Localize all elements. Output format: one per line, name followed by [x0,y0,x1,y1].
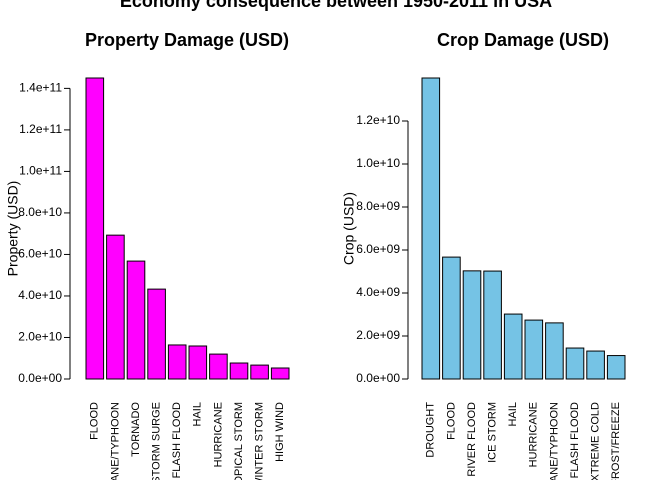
x-tick-label: ICE STORM [487,402,499,463]
x-tick-label: HAIL [507,402,519,426]
bar [586,350,605,380]
bar [167,344,187,380]
x-tick-label: HURRICANE [212,402,224,467]
y-axis-label: Crop (USD) [341,192,357,265]
x-tick-label: FLASH FLOOD [569,402,581,478]
chart-title: Crop Damage (USD) [437,30,609,50]
x-tick-label: FROST/FREEZE [610,402,622,480]
y-tick-label: 0.0e+00 [18,371,62,385]
x-tick-label: STORM SURGE [151,402,163,480]
y-tick-label: 2.0e+10 [18,330,62,344]
x-tick-label: TORNADO [130,402,142,457]
page-title: Economy consequence between 1950-2011 in… [120,0,552,11]
bar [270,367,290,380]
bar [106,234,125,380]
bar [126,260,146,380]
x-tick-label: FLASH FLOOD [171,402,183,478]
y-tick-label: 1.0e+11 [19,164,62,178]
bar [85,77,105,380]
bar [606,355,626,380]
y-tick-label: 1.2e+10 [356,113,400,127]
bar [524,319,544,380]
bar [462,270,482,380]
bar [503,313,523,380]
y-tick-label: 1.0e+10 [356,156,400,170]
x-tick-label: WINTER STORM [254,402,266,480]
x-tick-label: HIGH WIND [274,402,286,462]
bar [250,364,269,380]
x-tick-label: HURRICANE/TYPHOON [109,402,121,480]
y-tick-label: 2.0e+09 [356,328,400,342]
y-tick-label: 8.0e+10 [18,205,62,219]
x-tick-label: TROPICAL STORM [233,402,245,480]
y-tick-label: 1.4e+11 [19,81,62,95]
bar [209,353,228,380]
y-tick-label: 6.0e+09 [356,242,400,256]
x-tick-label: DROUGHT [425,402,437,458]
x-tick-label: FLOOD [445,402,457,440]
y-tick-label: 4.0e+10 [18,288,62,302]
bar [421,77,441,380]
y-axis-label: Property (USD) [5,181,21,277]
bar [545,322,564,380]
y-tick-label: 4.0e+09 [356,285,400,299]
bar [483,270,502,380]
x-tick-label: EXTREME COLD [590,402,602,480]
x-tick-label: FLOOD [89,402,101,440]
x-tick-label: HURRICANE/TYPHOON [548,402,560,480]
bar [188,345,208,380]
x-tick-label: HURRICANE [528,402,540,467]
x-tick-label: HAIL [192,402,204,426]
y-tick-label: 1.2e+11 [19,122,62,136]
bar [229,362,249,380]
y-tick-label: 6.0e+10 [18,247,62,261]
chart-title: Property Damage (USD) [85,30,289,50]
bar [147,288,166,380]
bar [565,347,585,380]
y-tick-label: 0.0e+00 [356,371,400,385]
bar [442,256,461,380]
x-tick-label: RIVER FLOOD [466,402,478,477]
y-tick-label: 8.0e+09 [356,199,400,213]
